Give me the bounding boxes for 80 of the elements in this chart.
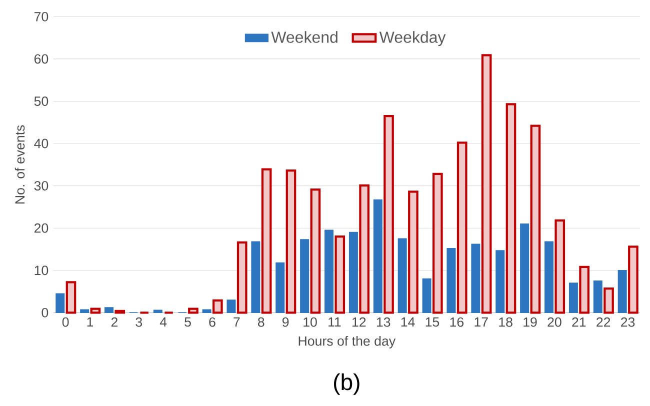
x-tick-label: 12: [352, 317, 366, 327]
bar: [261, 168, 272, 314]
y-tick-label: 0: [42, 308, 48, 318]
bar: [628, 246, 638, 314]
bar: [324, 230, 334, 314]
text: (b): [334, 373, 360, 395]
bar: [432, 172, 443, 314]
bar: [251, 241, 260, 314]
x-tick-label: 1: [87, 317, 94, 327]
x-tick-label: 15: [426, 317, 440, 327]
bar: [56, 293, 65, 314]
x-tick-label: 19: [524, 317, 537, 327]
x-tick-label: 0: [62, 317, 69, 327]
bar: [202, 309, 212, 314]
bar: [398, 238, 407, 314]
bar: [66, 281, 76, 314]
bar: [506, 103, 516, 314]
x-tick-label: 21: [572, 317, 586, 327]
bar: [334, 235, 346, 314]
bar: [300, 239, 310, 314]
y-tick-label: 40: [34, 138, 48, 148]
x-tick-label: 22: [596, 317, 610, 327]
bar: [520, 223, 530, 314]
y-tick-label: 30: [34, 181, 48, 191]
x-tick-label: 14: [401, 317, 415, 327]
bar: [104, 307, 114, 314]
bar: [359, 184, 370, 314]
bar: [373, 199, 382, 314]
bar: [422, 278, 432, 314]
x-tick-label: 18: [499, 317, 512, 327]
x-tick-label: 13: [376, 317, 390, 327]
x-tick-label: 8: [258, 317, 264, 327]
bar: [408, 190, 418, 314]
bar: [348, 232, 358, 314]
bar: [226, 300, 236, 314]
bar: [446, 248, 456, 314]
bar: [496, 250, 505, 314]
bar: [530, 124, 541, 314]
bar: [471, 244, 480, 314]
bar: [568, 282, 578, 314]
y-tick-label: 60: [34, 54, 48, 64]
x-tick-label: 6: [209, 317, 216, 327]
bar: [310, 188, 321, 314]
x-tick-label: 20: [548, 317, 562, 327]
x-tick-label: 9: [282, 317, 289, 327]
bar: [544, 241, 554, 314]
bar: [579, 266, 590, 314]
bar: [554, 219, 566, 314]
x-tick-label: 4: [160, 317, 167, 327]
x-tick-label: 7: [234, 317, 240, 327]
bar: [276, 262, 285, 314]
bar: [286, 170, 296, 314]
y-axis-title: No. of events: [14, 125, 25, 204]
y-tick-label: 70: [34, 12, 48, 22]
bar: [188, 308, 198, 314]
bar: [604, 287, 614, 314]
bar: [384, 114, 394, 314]
bar: [236, 241, 248, 314]
bar: [80, 309, 90, 314]
bar: [593, 280, 602, 314]
y-tick-label: 20: [34, 223, 48, 233]
x-tick-label: 2: [111, 317, 118, 327]
x-tick-label: 11: [328, 317, 341, 327]
bar: [212, 299, 223, 314]
bar: [456, 142, 468, 314]
legend-label: Weekday: [379, 31, 446, 46]
x-tick-label: 17: [474, 317, 488, 327]
y-tick-label: 50: [34, 96, 48, 106]
bar: [90, 308, 101, 314]
x-tick-label: 16: [450, 317, 464, 327]
bar: [153, 310, 162, 314]
x-tick-label: 3: [136, 317, 142, 327]
x-axis-title: Hours of the day: [298, 336, 396, 348]
x-tick-label: 5: [184, 317, 191, 327]
x-tick-label: 10: [304, 317, 317, 327]
x-tick-label: 23: [621, 317, 635, 327]
bar: [481, 54, 492, 314]
legend-label: Weekend: [271, 31, 338, 43]
y-tick-label: 10: [34, 266, 48, 276]
bar: [618, 270, 627, 314]
